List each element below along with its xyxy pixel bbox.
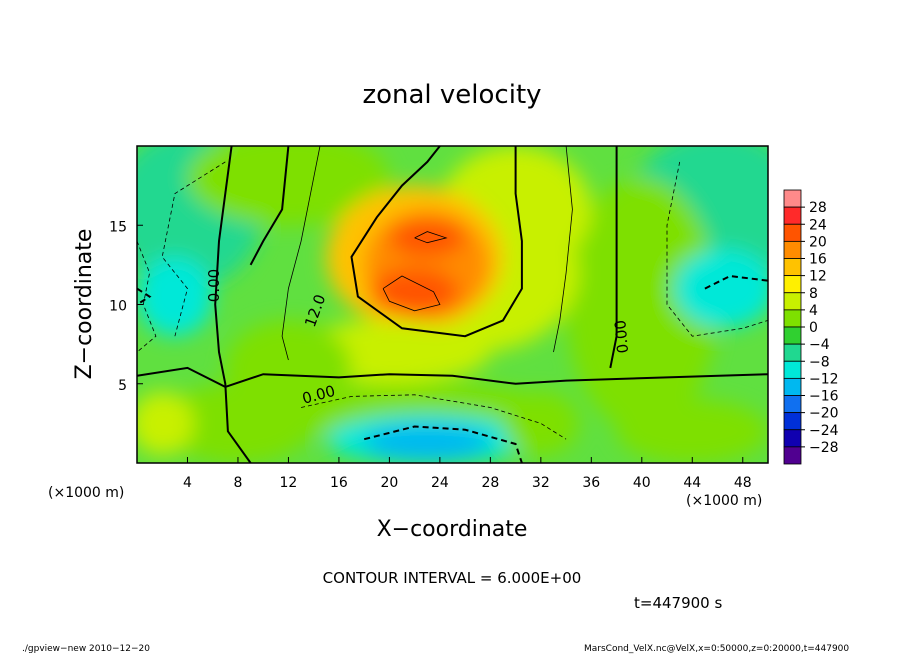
x-tick-label: 44 <box>683 475 701 491</box>
colorbar-segment <box>783 240 802 259</box>
colorbar-segment <box>783 377 802 396</box>
contour-label: 0.00 <box>205 269 223 302</box>
colorbar-segment <box>783 258 802 277</box>
x-tick-label: 8 <box>233 475 242 491</box>
contour-6 <box>553 146 573 353</box>
colorbar-segment <box>783 429 802 448</box>
contour-12 <box>350 146 523 338</box>
colorbar-segment <box>783 395 802 414</box>
heatmap-region <box>137 391 194 456</box>
x-tick-label: 28 <box>481 475 499 491</box>
colorbar <box>783 189 802 465</box>
contour-zero <box>249 146 290 266</box>
contour-neg <box>301 394 567 440</box>
colorbar-tick-label: 8 <box>809 286 818 302</box>
contour-interval-label: CONTOUR INTERVAL = 6.000E+00 <box>323 569 582 587</box>
colorbar-tick-label: 28 <box>809 200 827 216</box>
heatmap-region <box>364 424 491 460</box>
colorbar-segment <box>783 223 802 242</box>
colorbar-tick-label: −16 <box>809 389 839 405</box>
x-tick-label: 32 <box>532 475 550 491</box>
contour-neg <box>137 287 152 306</box>
footer-left: ./gpview−new 2010−12−20 <box>22 644 150 654</box>
x-tick-label: 24 <box>431 475 449 491</box>
y-tick-label: 15 <box>109 219 127 235</box>
colorbar-segment <box>783 206 802 225</box>
colorbar-segment <box>783 360 802 379</box>
heatmap-region <box>502 391 579 456</box>
x-axis-label: X−coordinate <box>377 517 528 542</box>
plot-area <box>137 146 768 463</box>
contour-neg <box>704 274 768 290</box>
y-axis-label: Z−coordinate <box>72 229 97 380</box>
y-axis-ticks: 5 10 15 <box>109 219 143 394</box>
heatmap-region <box>673 249 768 329</box>
time-label: t=447900 s <box>634 594 722 612</box>
contour-lines <box>137 146 768 463</box>
chart-title: zonal velocity <box>362 80 541 110</box>
colorbar-segment <box>783 189 802 208</box>
heatmap-region <box>137 256 213 337</box>
contour-zero <box>214 146 252 463</box>
contour-neg <box>137 240 157 353</box>
x-tick-label: 12 <box>280 475 298 491</box>
colorbar-tick-label: −20 <box>809 406 839 422</box>
contour-label: 0.00 <box>611 319 632 354</box>
x-axis-ticks: 4 8 12 16 20 24 28 32 36 40 44 48 <box>183 457 752 491</box>
colorbar-segment <box>783 309 802 328</box>
heatmap-field <box>137 146 768 463</box>
x-tick-label: 4 <box>183 475 192 491</box>
x-tick-label: 40 <box>633 475 651 491</box>
colorbar-segment <box>783 446 802 465</box>
x-tick-label: 20 <box>380 475 398 491</box>
footer-right: MarsCond_VelX.nc@VelX,x=0:50000,z=0:2000… <box>584 644 849 654</box>
colorbar-tick-label: 24 <box>809 217 827 233</box>
x-tick-label: 36 <box>582 475 600 491</box>
colorbar-tick-label: −12 <box>809 371 839 387</box>
contour-neg <box>666 161 768 337</box>
colorbar-tick-label: −24 <box>809 423 839 439</box>
y-tick-label: 5 <box>118 378 127 394</box>
colorbar-segment <box>783 412 802 431</box>
contour-6 <box>281 146 321 361</box>
colorbar-tick-label: −28 <box>809 440 839 456</box>
contour-core <box>414 231 448 244</box>
x-tick-label: 48 <box>734 475 752 491</box>
x-tick-label: 16 <box>330 475 348 491</box>
colorbar-tick-label: −8 <box>809 354 830 370</box>
x-unit-right: (×1000 m) <box>686 493 762 509</box>
colorbar-tick-label: 0 <box>809 320 818 336</box>
heatmap-region <box>370 268 459 316</box>
colorbar-tick-label: 4 <box>809 303 818 319</box>
colorbar-segment <box>783 343 802 362</box>
heatmap-region <box>162 383 314 463</box>
heatmap-region <box>616 399 768 463</box>
colorbar-tick-label: 16 <box>809 252 827 268</box>
contour-zero <box>609 146 618 369</box>
contour-core <box>382 275 441 312</box>
colorbar-segment <box>783 275 802 294</box>
colorbar-segment <box>783 292 802 311</box>
heatmap-region <box>389 218 466 257</box>
contour-neg <box>363 425 523 463</box>
colorbar-tick-label: 20 <box>809 234 827 250</box>
colorbar-tick-label: −4 <box>809 337 830 353</box>
y-tick-label: 10 <box>109 299 127 315</box>
colorbar-tick-label: 12 <box>809 269 827 285</box>
x-unit-left: (×1000 m) <box>48 485 124 501</box>
heatmap-region <box>566 177 718 432</box>
contour-zero <box>137 366 768 388</box>
heatmap-region <box>187 146 390 226</box>
colorbar-segment <box>783 326 802 345</box>
